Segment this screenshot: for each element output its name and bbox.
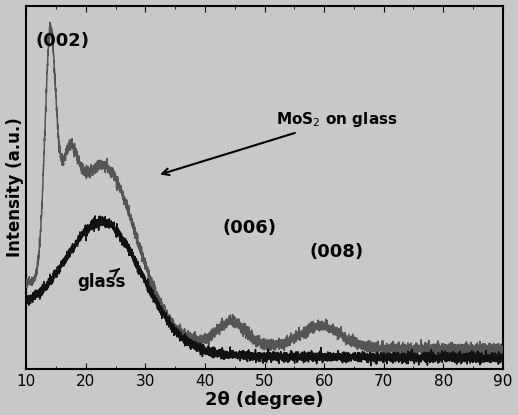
- Text: MoS$_2$ on glass: MoS$_2$ on glass: [162, 110, 398, 175]
- Text: (002): (002): [35, 32, 89, 50]
- Text: glass: glass: [77, 269, 125, 291]
- Text: (006): (006): [223, 219, 277, 237]
- X-axis label: 2θ (degree): 2θ (degree): [205, 391, 324, 410]
- Text: (008): (008): [309, 243, 363, 261]
- Y-axis label: Intensity (a.u.): Intensity (a.u.): [6, 117, 23, 257]
